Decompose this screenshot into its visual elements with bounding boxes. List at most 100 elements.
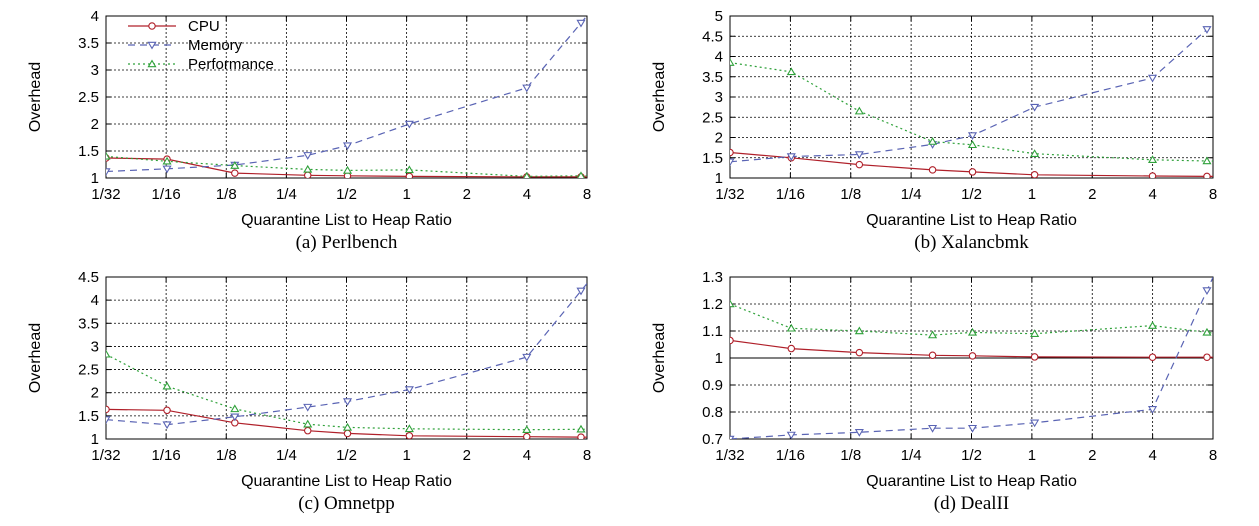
series-group: [730, 277, 1213, 439]
memory-point: [1202, 287, 1212, 296]
performance-point: [523, 171, 531, 178]
cpu-point: [1030, 353, 1039, 361]
x-tick-label: 1/2: [336, 447, 357, 464]
performance-point: [106, 151, 111, 160]
memory-point: [1147, 74, 1158, 83]
legend-memory-marker: [147, 41, 157, 50]
performance-point: [303, 164, 313, 173]
performance-point: [342, 422, 353, 431]
performance-point: [162, 156, 172, 165]
x-tick-label: 8: [1209, 186, 1217, 203]
x-axis-label: Quarantine List to Heap Ratio: [866, 212, 1077, 229]
x-tick-label: 1/32: [91, 186, 120, 203]
y-tick-label: 3.5: [78, 315, 99, 332]
subplot-caption: (d) DealII: [934, 493, 1009, 514]
grid: [106, 16, 587, 178]
performance-point: [730, 58, 735, 66]
x-tick-label: 1/8: [216, 447, 237, 464]
y-tick-label: 2.5: [78, 362, 99, 379]
cpu-point: [343, 429, 352, 438]
y-tick-label: 3: [715, 89, 723, 106]
cpu-point: [1203, 353, 1211, 361]
cpu-point: [928, 351, 937, 360]
memory-point: [404, 120, 414, 129]
x-tick-label: 1: [1028, 447, 1036, 464]
y-tick-label: 1.3: [702, 269, 723, 286]
x-axis-label: Quarantine List to Heap Ratio: [241, 473, 452, 490]
cpu-point: [730, 336, 734, 345]
x-tick-label: 1: [1028, 186, 1036, 203]
legend-performance-label: Performance: [188, 56, 274, 73]
y-tick-label: 1: [715, 350, 723, 367]
memory-point: [967, 132, 978, 140]
x-tick-label: 8: [1209, 447, 1217, 464]
memory-point: [786, 431, 796, 439]
x-tick-label: 1/8: [840, 447, 861, 464]
performance-point: [854, 106, 864, 115]
memory-point: [522, 353, 532, 362]
x-tick-label: 1/16: [152, 447, 181, 464]
cpu-point: [968, 352, 977, 360]
y-tick-label: 4: [91, 8, 99, 25]
x-tick-label: 1/16: [152, 186, 181, 203]
cpu-point: [730, 148, 734, 157]
y-tick-label: 2: [91, 385, 99, 402]
memory-point: [303, 403, 313, 412]
cpu-point: [405, 172, 414, 178]
y-tick-label: 2: [91, 116, 99, 133]
x-tick-label: 1/8: [216, 186, 237, 203]
cpu-point: [855, 160, 864, 169]
y-axis-label: Overhead: [651, 62, 668, 132]
performance-point: [786, 67, 796, 76]
memory-point: [967, 424, 978, 433]
cpu-point: [787, 344, 796, 353]
memory-point: [230, 413, 240, 422]
legend: CPU Memory Performance: [128, 18, 274, 73]
x-tick-label: 1/4: [901, 186, 922, 203]
performance-point: [162, 381, 172, 390]
x-tick-label: 1/32: [715, 186, 744, 203]
legend-memory-label: Memory: [188, 37, 243, 54]
y-tick-label: 0.9: [702, 377, 723, 394]
memory-point: [303, 152, 313, 160]
y-tick-label: 3: [91, 338, 99, 355]
x-tick-label: 8: [583, 447, 591, 464]
cpu-point: [1030, 171, 1039, 178]
performance-point: [1202, 327, 1212, 336]
x-tick-label: 2: [1088, 186, 1096, 203]
performance-point: [967, 140, 978, 149]
memory-point: [1202, 26, 1212, 34]
memory-point: [576, 19, 586, 28]
x-tick-label: 4: [1148, 186, 1156, 203]
x-tick-label: 1/32: [715, 447, 744, 464]
legend-performance-marker: [147, 59, 157, 68]
y-tick-label: 1.2: [702, 296, 723, 313]
memory-point: [342, 398, 353, 407]
x-tick-label: 1/8: [840, 186, 861, 203]
memory-point: [730, 435, 735, 439]
y-tick-label: 3: [91, 62, 99, 79]
x-tick-label: 1/2: [961, 186, 982, 203]
cpu-point: [968, 168, 977, 176]
x-axis-label: Quarantine List to Heap Ratio: [866, 473, 1077, 490]
y-tick-label: 3.5: [78, 35, 99, 52]
x-tick-label: 1: [402, 447, 410, 464]
y-tick-label: 3.5: [702, 69, 723, 86]
memory-point: [928, 424, 938, 433]
cpu-point: [106, 405, 110, 414]
performance-point: [576, 424, 586, 433]
cpu-point: [231, 169, 239, 177]
y-tick-label: 4.5: [78, 269, 99, 286]
cpu-point: [577, 433, 585, 439]
performance-point: [522, 425, 532, 433]
legend-cpu-marker: [148, 22, 156, 30]
x-tick-label: 4: [523, 186, 531, 203]
memory-point: [854, 151, 864, 160]
performance-point: [404, 165, 414, 174]
performance-point: [106, 349, 111, 358]
performance-point: [342, 165, 353, 174]
y-tick-label: 1: [91, 170, 99, 187]
y-axis-label: Overhead: [27, 323, 44, 393]
x-tick-label: 1/16: [776, 186, 805, 203]
series-group: [106, 16, 587, 178]
